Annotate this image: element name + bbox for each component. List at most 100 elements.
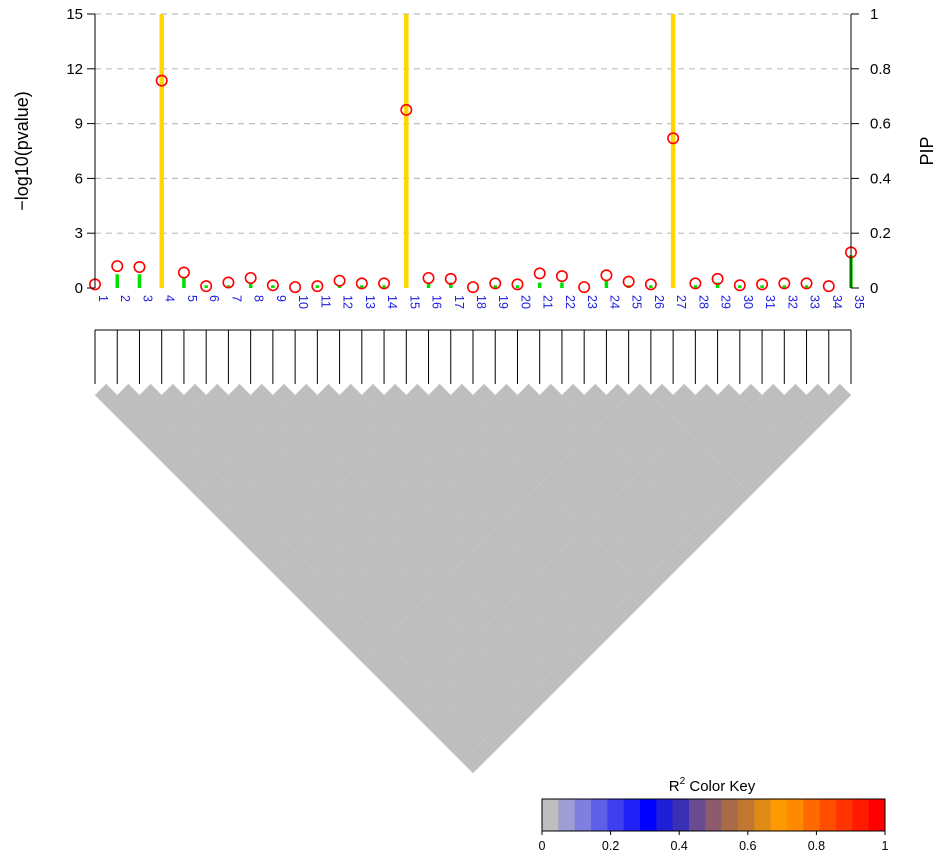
color-key-cell <box>574 799 592 831</box>
pvalue-point <box>333 274 346 287</box>
snp-label: 9 <box>274 295 288 302</box>
pip-bar <box>715 282 720 288</box>
color-key-tick-label: 0.4 <box>671 839 688 853</box>
pip-bars <box>115 14 853 288</box>
pip-bar <box>649 285 653 288</box>
left-tick-label: 3 <box>75 225 83 242</box>
pvalue-point <box>578 281 591 294</box>
pip-bar <box>360 285 364 288</box>
pip-bar <box>137 274 142 288</box>
color-key-cell <box>819 799 837 831</box>
color-key-cell <box>738 799 755 831</box>
pvalue-point <box>355 277 368 290</box>
snp-label: 21 <box>541 295 555 309</box>
snp-label: 18 <box>474 295 488 309</box>
pvalue-point <box>422 271 435 284</box>
color-key-cell <box>836 799 853 831</box>
color-key-cell <box>623 799 641 831</box>
color-key-cell <box>656 799 673 831</box>
color-key-border <box>541 798 886 832</box>
color-key-cell <box>852 799 869 831</box>
pip-bar <box>693 285 698 288</box>
pvalue-point <box>133 260 146 273</box>
ld-heatmap <box>94 383 852 774</box>
color-key-tick-label: 0.8 <box>808 839 825 853</box>
snp-label: 6 <box>207 295 221 302</box>
snp-label: 14 <box>385 295 399 309</box>
snp-labels: 1 2 3 4 5 6 7 8 9 10 11 12 13 14 15 16 17 18 19 20 21 22 23 24 2… <box>96 295 866 309</box>
snp-label: 22 <box>563 295 577 309</box>
pip-bar <box>204 285 208 288</box>
pvalue-point <box>400 103 413 116</box>
snp-label: 30 <box>741 295 755 309</box>
snp-label: 17 <box>452 295 466 309</box>
pvalue-point <box>733 279 746 292</box>
snp-label: 31 <box>763 295 777 309</box>
snp-label: 20 <box>518 295 532 309</box>
pvalue-point <box>222 276 235 289</box>
color-key-cell <box>640 799 657 831</box>
pip-bar <box>404 14 409 288</box>
gridlines <box>95 13 851 234</box>
pvalue-point <box>489 277 502 290</box>
pvalue-point <box>667 132 680 145</box>
snp-label: 27 <box>674 295 688 309</box>
ld-cell <box>828 383 852 407</box>
pvalue-point <box>555 270 568 283</box>
right-y-ticks: 0 0.2 0.4 0.6 0.8 1 <box>851 6 891 297</box>
color-key-cell <box>591 799 608 831</box>
color-key-cell <box>868 799 886 831</box>
pvalue-point <box>533 267 546 280</box>
snp-label: 24 <box>607 295 621 309</box>
pip-bar <box>226 285 231 288</box>
snp-label: 4 <box>163 295 177 302</box>
color-key: R2 Color Key 0 0.2 0.4 0.6 0.8 1 <box>539 776 889 853</box>
right-tick-label: 0.6 <box>870 116 891 133</box>
color-key-cell <box>754 799 771 831</box>
color-key-cell <box>607 799 624 831</box>
color-key-cell <box>558 799 575 831</box>
pip-bar <box>115 274 119 288</box>
pip-bar <box>604 279 609 288</box>
right-tick-label: 1 <box>870 6 878 23</box>
snp-label: 33 <box>808 295 822 309</box>
color-key-tick-label: 1 <box>882 839 889 853</box>
pvalue-point <box>511 278 524 291</box>
snp-label: 35 <box>852 295 866 309</box>
snp-label: 10 <box>296 295 310 309</box>
pip-bar <box>560 282 564 288</box>
snp-label: 5 <box>185 295 199 302</box>
snp-label: 13 <box>363 295 377 309</box>
pip-bar <box>782 285 787 288</box>
left-tick-label: 9 <box>75 116 83 133</box>
pip-bar <box>804 285 809 288</box>
snp-label: 12 <box>341 295 355 309</box>
snp-label: 3 <box>140 295 154 302</box>
color-key-tick-label: 0 <box>539 839 546 853</box>
pvalue-point <box>289 281 302 294</box>
pip-bar <box>426 282 431 288</box>
pip-bar <box>182 277 186 288</box>
pip-bar <box>760 285 764 288</box>
color-key-cell <box>803 799 820 831</box>
snp-label: 28 <box>696 295 710 309</box>
color-key-ticks: 0 0.2 0.4 0.6 0.8 1 <box>539 831 889 853</box>
pvalue-point <box>822 280 835 293</box>
pip-bar <box>515 285 520 288</box>
snp-label: 29 <box>719 295 733 309</box>
pvalue-point <box>444 272 457 285</box>
color-key-tick-label: 0.6 <box>739 839 756 853</box>
pvalue-point <box>378 277 391 290</box>
snp-label: 16 <box>430 295 444 309</box>
pip-bar <box>248 282 253 288</box>
snp-label: 11 <box>318 295 332 308</box>
pvalue-point <box>756 278 769 291</box>
color-key-cell <box>689 799 706 831</box>
pvalue-point <box>155 74 168 87</box>
right-tick-label: 0 <box>870 280 878 297</box>
right-tick-label: 0.2 <box>870 225 891 242</box>
color-key-cells <box>541 798 886 832</box>
left-axis-label: −log10(pvalue) <box>12 91 32 211</box>
pip-bar <box>159 14 164 288</box>
pvalue-point <box>200 280 213 293</box>
